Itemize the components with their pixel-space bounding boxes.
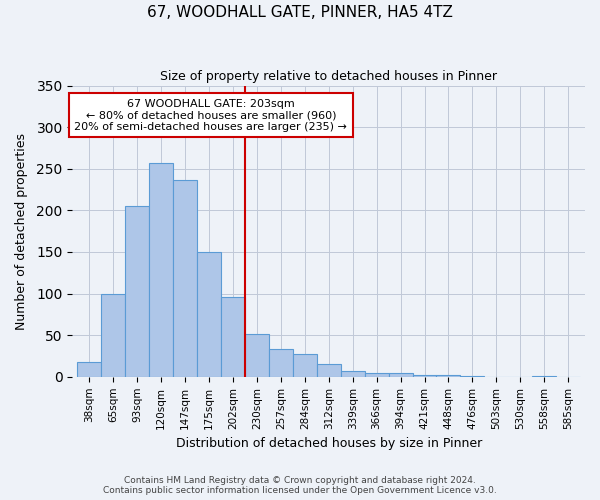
Bar bbox=[197, 252, 221, 377]
Bar bbox=[436, 375, 460, 377]
Bar bbox=[125, 206, 149, 377]
Bar bbox=[245, 334, 269, 377]
Bar bbox=[173, 180, 197, 377]
Title: Size of property relative to detached houses in Pinner: Size of property relative to detached ho… bbox=[160, 70, 497, 83]
X-axis label: Distribution of detached houses by size in Pinner: Distribution of detached houses by size … bbox=[176, 437, 482, 450]
Bar bbox=[365, 372, 389, 377]
Bar bbox=[149, 163, 173, 377]
Bar bbox=[101, 294, 125, 377]
Bar bbox=[221, 297, 245, 377]
Bar bbox=[413, 375, 436, 377]
Y-axis label: Number of detached properties: Number of detached properties bbox=[15, 132, 28, 330]
Text: 67, WOODHALL GATE, PINNER, HA5 4TZ: 67, WOODHALL GATE, PINNER, HA5 4TZ bbox=[147, 5, 453, 20]
Bar bbox=[269, 348, 293, 377]
Text: 67 WOODHALL GATE: 203sqm
← 80% of detached houses are smaller (960)
20% of semi-: 67 WOODHALL GATE: 203sqm ← 80% of detach… bbox=[74, 98, 347, 132]
Bar bbox=[317, 364, 341, 377]
Bar bbox=[293, 354, 317, 377]
Text: Contains HM Land Registry data © Crown copyright and database right 2024.
Contai: Contains HM Land Registry data © Crown c… bbox=[103, 476, 497, 495]
Bar bbox=[341, 371, 365, 377]
Bar bbox=[532, 376, 556, 377]
Bar bbox=[460, 376, 484, 377]
Bar bbox=[77, 362, 101, 377]
Bar bbox=[389, 372, 413, 377]
